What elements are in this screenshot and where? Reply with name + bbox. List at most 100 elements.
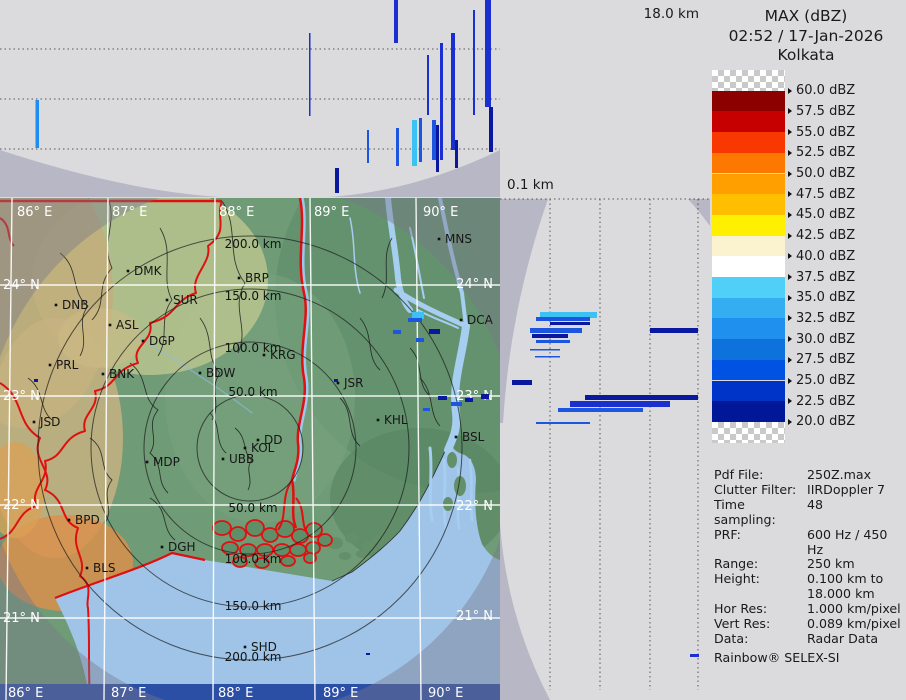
city-label: BNK [109,367,135,381]
latitude-label: 24° N [3,278,40,293]
dbz-band [712,421,785,443]
longitude-label: 88° E [218,686,253,700]
echo-bar [412,120,417,166]
dbz-band [712,70,785,91]
scale-tick-arrow-icon [788,253,792,260]
dbz-band [712,359,785,381]
radar-echo [465,398,473,402]
range-ring-label: 150.0 km [225,289,282,303]
echo-bar [536,340,570,343]
range-ring-label: 200.0 km [225,237,282,251]
scale-tick-arrow-icon [788,108,792,115]
sea [55,441,500,700]
beam-limit-wedge-corner [688,199,710,226]
echo-bar [335,168,339,193]
dbz-band [712,277,785,298]
city-label: MDP [153,455,180,469]
range-ring-labels: 200.0 km 150.0 km 100.0 km 50.0 km 50.0 km 10… [225,237,282,664]
scale-tick-arrow-icon [788,294,792,301]
info-value: 48 [807,496,824,512]
dbz-scale-label: 25.0 dBZ [788,373,855,389]
city-dot [101,372,105,376]
radar-echo [366,653,370,655]
city-dot [160,545,164,549]
city-markers: MNS DMK BRP SUR DNB ASL DGP DCA PRL BNK BDW KRG JSR K… [32,232,494,654]
height-gridlines [0,48,500,150]
info-row: Time sampling: 48 [714,496,904,528]
dbz-scale-label: 35.0 dBZ [788,290,855,306]
radar-echo [429,329,440,334]
longitude-label: 89° E [314,205,349,220]
district-boundaries [27,198,441,541]
longitude-label: 90° E [423,205,458,220]
latitude-label: 21° N [3,611,40,626]
echo-bar [690,654,699,657]
echo-bar [536,317,590,321]
top-projection-panel [0,0,500,197]
info-row: Clutter Filter: IIRDoppler 7 [714,482,904,498]
city-dot [454,435,458,439]
delta-islands [212,452,466,569]
dbz-band [712,214,785,236]
legend-header: MAX (dBZ) 02:52 / 17-Jan-2026 Kolkata [706,0,906,66]
radar-echo [34,379,38,382]
info-label: Pdf File: [714,467,764,482]
city-label: DD [264,433,282,447]
city-label: BLS [93,561,116,575]
range-ring-label: 50.0 km [228,385,277,399]
city-dot [145,460,149,464]
beam-limit-wedge-top [500,199,548,423]
dbz-color-scale: 60.0 dBZ 57.5 dBZ 55.0 dBZ 52.5 dBZ 50.0 dBZ… [706,70,906,443]
scale-tick-arrow-icon [788,129,792,136]
scale-tick-arrow-icon [788,211,792,218]
echo-bar [436,125,439,172]
dbz-scale-label: 30.0 dBZ [788,331,855,347]
radar-echo [451,402,462,406]
city-label: PRL [56,358,79,372]
radar-echo [393,330,401,334]
height-axis-min-label: 0.1 km [507,177,554,193]
info-row: Height: 0.100 km to 18.000 km [714,571,904,602]
echo-bar [536,422,590,424]
scale-tick-arrow-icon [788,87,792,94]
city-label: SHD [251,640,277,654]
echo-bar [530,349,560,351]
dbz-scale-label: 50.0 dBZ [788,166,855,182]
beam-limit-wedge-left [0,150,220,197]
state-boundaries [0,198,309,700]
city-dot [165,298,169,302]
info-value: 600 Hz / 450 Hz [807,526,888,557]
product-title: MAX (dBZ) [764,7,848,25]
longitude-label: 90° E [428,686,463,700]
radar-echo [481,394,489,399]
top-panel-echo-bars [35,0,493,193]
echo-bar [570,401,670,407]
scale-tick-arrow-icon [788,191,792,198]
city-label: KHL [384,413,408,427]
city-dot [376,418,380,422]
range-ring-label: 150.0 km [225,599,282,613]
dbz-scale-label: 20.0 dBZ [788,414,855,430]
range-ring-label: 100.0 km [225,341,282,355]
info-value: 250Z.max [807,467,872,482]
echo-bar [532,334,568,338]
dbz-band [712,111,785,133]
latitude-label: 23° N [3,389,40,404]
city-label: KRG [270,348,296,362]
dbz-scale-label: 40.0 dBZ [788,248,855,264]
city-label: BDW [206,366,235,380]
dbz-band [712,90,785,112]
scale-tick-arrow-icon [788,336,792,343]
city-dot [221,457,225,461]
echo-bar [558,408,643,412]
city-dot [243,645,247,649]
dbz-band [712,173,785,195]
city-label: ASL [116,318,139,332]
city-dot [67,518,71,522]
info-label: Hor Res: [714,601,768,617]
city-label: SUR [173,293,198,307]
echo-bar [451,33,455,150]
city-dot [141,339,145,343]
dbz-scale-label: 42.5 dBZ [788,228,855,244]
rivers [139,198,474,530]
